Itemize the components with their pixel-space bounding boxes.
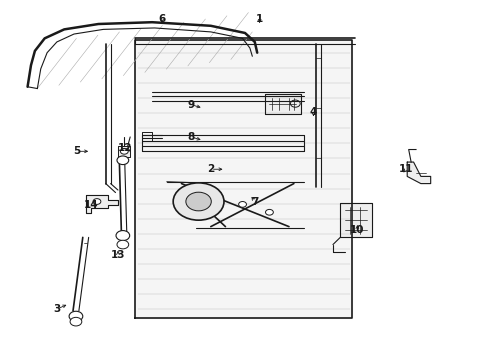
Polygon shape — [340, 203, 372, 237]
Text: 12: 12 — [118, 143, 132, 153]
Circle shape — [239, 202, 246, 207]
Circle shape — [116, 230, 130, 240]
Polygon shape — [118, 146, 130, 157]
Circle shape — [69, 311, 83, 321]
Circle shape — [70, 318, 82, 326]
Circle shape — [173, 183, 224, 220]
Circle shape — [266, 210, 273, 215]
Text: 6: 6 — [158, 14, 166, 24]
Circle shape — [121, 148, 128, 154]
Text: 7: 7 — [251, 197, 258, 207]
Text: 5: 5 — [73, 146, 80, 156]
Circle shape — [186, 192, 211, 211]
Polygon shape — [86, 195, 118, 213]
Text: 2: 2 — [207, 164, 215, 174]
Polygon shape — [135, 40, 352, 318]
Circle shape — [117, 156, 129, 165]
Text: 3: 3 — [53, 304, 60, 314]
Text: 9: 9 — [188, 100, 195, 110]
Text: 14: 14 — [84, 200, 98, 210]
Text: 4: 4 — [310, 107, 317, 117]
Circle shape — [117, 240, 129, 249]
Text: 11: 11 — [399, 164, 414, 174]
Text: 8: 8 — [188, 132, 195, 142]
Text: 13: 13 — [111, 250, 125, 260]
Polygon shape — [407, 162, 431, 184]
Text: 1: 1 — [256, 14, 263, 24]
Text: 10: 10 — [350, 225, 365, 235]
Polygon shape — [265, 94, 301, 114]
Circle shape — [93, 199, 101, 204]
